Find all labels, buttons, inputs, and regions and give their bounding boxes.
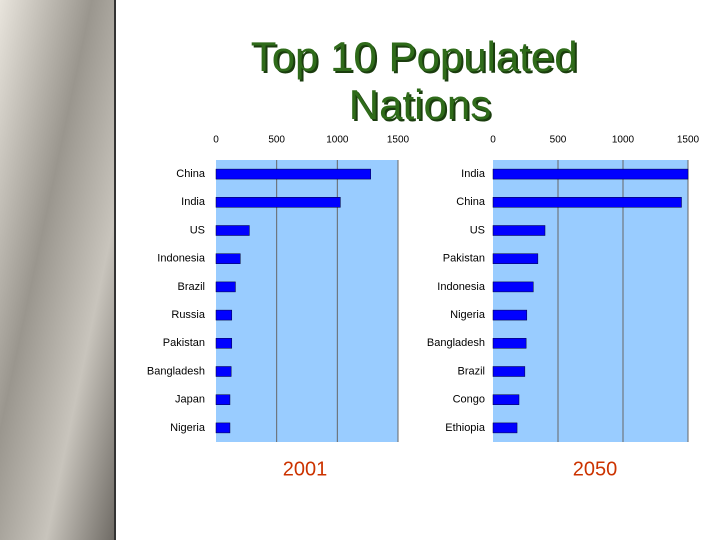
bar (215, 197, 341, 208)
bar (492, 338, 527, 349)
bar (215, 309, 233, 321)
category-label: China (456, 196, 486, 208)
bar (492, 168, 689, 180)
bar (215, 422, 231, 434)
category-label: India (181, 196, 206, 208)
category-label: US (190, 224, 205, 236)
category-label: Bangladesh (147, 365, 205, 377)
x-tick-label: 1500 (387, 135, 410, 146)
category-label: US (470, 224, 485, 236)
bar (492, 366, 526, 377)
category-label: Congo (453, 394, 485, 406)
chart-caption: 2050 (573, 458, 618, 480)
category-label: Nigeria (170, 422, 206, 434)
x-tick-label: 1000 (612, 135, 635, 146)
x-tick-label: 0 (213, 135, 219, 146)
bar (215, 281, 236, 293)
slide-title: Top 10 Populated Nations (251, 33, 590, 128)
category-label: Pakistan (163, 337, 205, 349)
bar (492, 309, 528, 321)
category-label: China (176, 168, 206, 180)
bar (492, 422, 518, 434)
category-label: Japan (175, 394, 205, 406)
category-label: India (461, 168, 486, 180)
x-tick-label: 0 (490, 135, 496, 146)
bar (492, 197, 682, 208)
bar (215, 338, 233, 349)
bar (492, 225, 546, 236)
category-label: Brazil (457, 365, 485, 377)
category-label: Indonesia (157, 253, 206, 265)
bar (215, 366, 232, 377)
bar (215, 168, 371, 180)
side-painting (0, 0, 115, 540)
bar (492, 394, 520, 405)
x-tick-label: 500 (550, 135, 567, 146)
title-shadow: Top 10 Populated Nations (253, 35, 592, 130)
x-tick-label: 1000 (326, 135, 349, 146)
category-label: Brazil (177, 281, 205, 293)
category-label: Ethiopia (445, 422, 486, 434)
category-label: Bangladesh (427, 337, 485, 349)
category-label: Indonesia (437, 281, 486, 293)
bar (492, 281, 534, 293)
x-tick-label: 1500 (677, 135, 700, 146)
category-label: Russia (171, 309, 206, 321)
bar (215, 394, 231, 405)
x-tick-label: 500 (268, 135, 285, 146)
bar (492, 253, 539, 264)
chart-caption: 2001 (283, 458, 328, 480)
category-label: Pakistan (443, 253, 485, 265)
category-label: Nigeria (450, 309, 486, 321)
bar (215, 253, 241, 264)
bar (215, 225, 250, 236)
